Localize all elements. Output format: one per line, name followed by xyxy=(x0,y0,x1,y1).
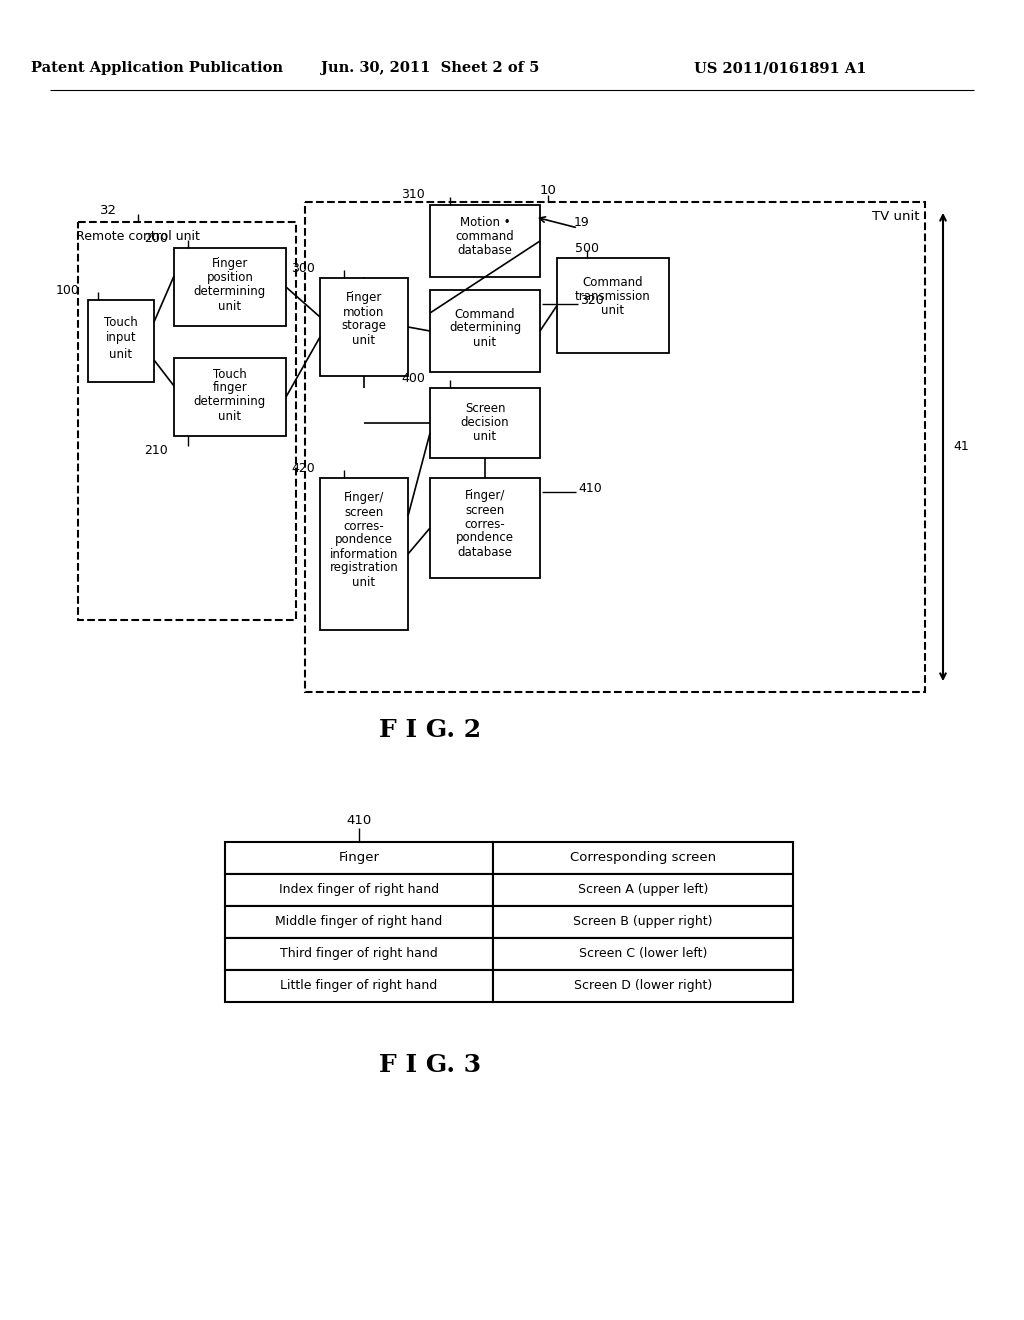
Text: unit: unit xyxy=(473,335,497,348)
Text: Index finger of right hand: Index finger of right hand xyxy=(279,883,439,896)
Text: 310: 310 xyxy=(401,189,425,202)
Bar xyxy=(493,939,793,970)
Text: 410: 410 xyxy=(578,482,602,495)
Text: 320: 320 xyxy=(580,293,604,306)
Text: Third finger of right hand: Third finger of right hand xyxy=(281,948,438,961)
Text: 41: 41 xyxy=(953,441,969,454)
Text: 400: 400 xyxy=(401,371,425,384)
Bar xyxy=(557,257,669,352)
Text: Command: Command xyxy=(455,308,515,321)
Bar xyxy=(225,939,493,970)
Text: determining: determining xyxy=(194,396,266,408)
Bar xyxy=(430,478,540,578)
Text: Finger: Finger xyxy=(346,292,382,305)
Text: transmission: transmission xyxy=(575,289,651,302)
Text: Touch: Touch xyxy=(104,315,138,329)
Bar xyxy=(493,874,793,906)
Bar xyxy=(430,205,540,277)
Text: finger: finger xyxy=(213,381,248,395)
Text: unit: unit xyxy=(218,300,242,313)
Text: Screen B (upper right): Screen B (upper right) xyxy=(573,916,713,928)
Text: 200: 200 xyxy=(144,231,168,244)
Text: command: command xyxy=(456,231,514,243)
Text: determining: determining xyxy=(449,322,521,334)
Text: 210: 210 xyxy=(144,444,168,457)
Text: Finger: Finger xyxy=(339,851,380,865)
Text: Remote control unit: Remote control unit xyxy=(76,230,200,243)
Bar xyxy=(430,388,540,458)
Bar xyxy=(225,874,493,906)
Text: 500: 500 xyxy=(575,242,599,255)
Text: F I G. 2: F I G. 2 xyxy=(379,718,481,742)
Text: determining: determining xyxy=(194,285,266,298)
Text: Finger: Finger xyxy=(212,257,248,271)
Bar xyxy=(493,906,793,939)
Bar xyxy=(225,842,493,874)
Text: database: database xyxy=(458,244,512,257)
Text: screen: screen xyxy=(465,503,505,516)
Bar xyxy=(493,970,793,1002)
Text: unit: unit xyxy=(601,304,625,317)
Bar xyxy=(319,478,408,630)
Text: Screen D (lower right): Screen D (lower right) xyxy=(573,979,712,993)
Text: unit: unit xyxy=(110,347,132,360)
Text: TV unit: TV unit xyxy=(872,210,920,223)
Text: Screen: Screen xyxy=(465,401,505,414)
Text: decision: decision xyxy=(461,416,509,429)
Text: Finger/: Finger/ xyxy=(465,490,505,503)
Text: pondence: pondence xyxy=(456,532,514,544)
Text: information: information xyxy=(330,548,398,561)
Bar xyxy=(78,222,296,620)
Text: screen: screen xyxy=(344,506,384,519)
Text: unit: unit xyxy=(352,334,376,346)
Text: F I G. 3: F I G. 3 xyxy=(379,1053,481,1077)
Text: pondence: pondence xyxy=(335,533,393,546)
Text: 300: 300 xyxy=(291,261,315,275)
Text: 32: 32 xyxy=(99,203,117,216)
Text: Little finger of right hand: Little finger of right hand xyxy=(281,979,437,993)
Text: Command: Command xyxy=(583,276,643,289)
Text: 420: 420 xyxy=(291,462,315,474)
Text: 100: 100 xyxy=(56,284,80,297)
Text: input: input xyxy=(105,331,136,345)
Text: unit: unit xyxy=(473,429,497,442)
Text: corres-: corres- xyxy=(465,517,506,531)
Text: Finger/: Finger/ xyxy=(344,491,384,504)
Bar xyxy=(174,248,286,326)
Text: Corresponding screen: Corresponding screen xyxy=(570,851,716,865)
Text: registration: registration xyxy=(330,561,398,574)
Bar xyxy=(305,202,925,692)
Text: corres-: corres- xyxy=(344,520,384,532)
Bar xyxy=(174,358,286,436)
Text: Patent Application Publication: Patent Application Publication xyxy=(31,61,283,75)
Text: Touch: Touch xyxy=(213,367,247,380)
Text: Screen A (upper left): Screen A (upper left) xyxy=(578,883,709,896)
Bar xyxy=(88,300,154,381)
Bar xyxy=(430,290,540,372)
Bar xyxy=(493,842,793,874)
Text: motion: motion xyxy=(343,305,385,318)
Text: Screen C (lower left): Screen C (lower left) xyxy=(579,948,708,961)
Bar xyxy=(225,970,493,1002)
Text: Motion •: Motion • xyxy=(460,216,510,230)
Bar xyxy=(225,906,493,939)
Text: 410: 410 xyxy=(346,813,372,826)
Text: position: position xyxy=(207,272,253,285)
Text: Middle finger of right hand: Middle finger of right hand xyxy=(275,916,442,928)
Text: 19: 19 xyxy=(574,215,590,228)
Text: unit: unit xyxy=(218,409,242,422)
Text: database: database xyxy=(458,545,512,558)
Text: storage: storage xyxy=(341,319,386,333)
Text: unit: unit xyxy=(352,576,376,589)
Text: Jun. 30, 2011  Sheet 2 of 5: Jun. 30, 2011 Sheet 2 of 5 xyxy=(321,61,540,75)
Text: 10: 10 xyxy=(540,183,556,197)
Bar xyxy=(319,279,408,376)
Text: US 2011/0161891 A1: US 2011/0161891 A1 xyxy=(693,61,866,75)
